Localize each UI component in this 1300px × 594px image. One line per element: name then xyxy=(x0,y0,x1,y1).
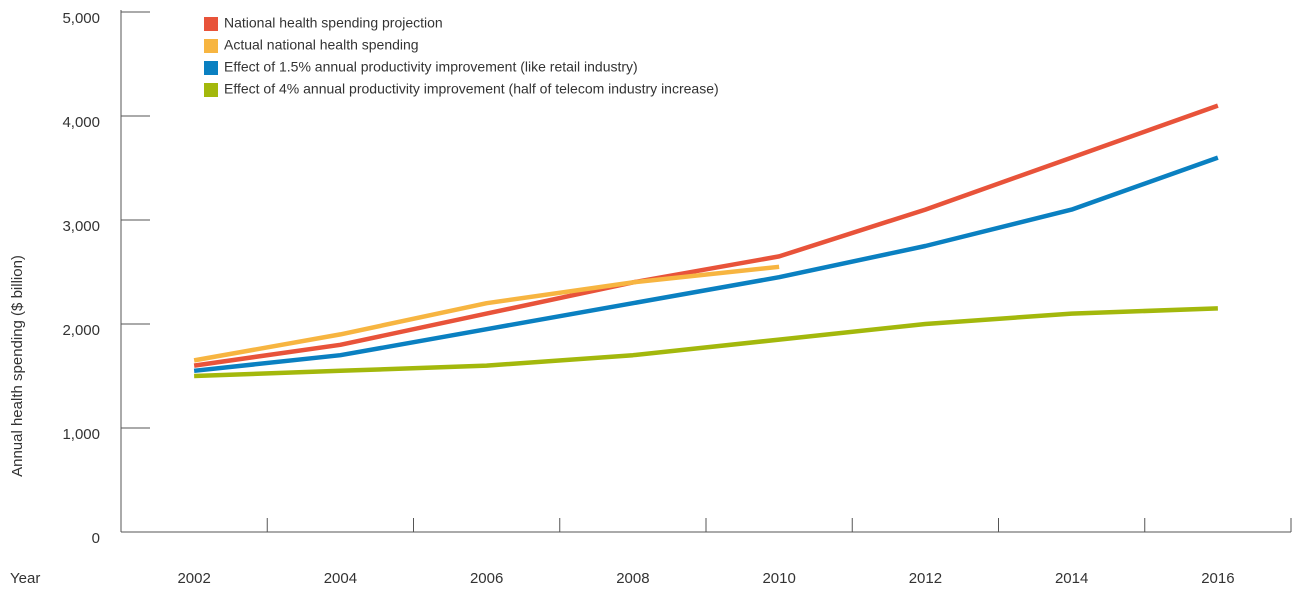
legend-label: Effect of 4% annual productivity improve… xyxy=(224,81,719,97)
series-line xyxy=(193,264,780,363)
legend-swatch xyxy=(204,17,218,31)
y-tick-label: 5,000 xyxy=(62,10,100,27)
legend-swatch xyxy=(204,61,218,75)
legend-swatch xyxy=(204,39,218,53)
legend-label: Effect of 1.5% annual productivity impro… xyxy=(224,59,638,75)
y-tick-label: 3,000 xyxy=(62,218,100,235)
x-axis-label: Year xyxy=(10,570,40,587)
x-tick-label: 2016 xyxy=(1201,570,1234,587)
x-tick-label: 2006 xyxy=(470,570,503,587)
y-tick-label: 4,000 xyxy=(62,114,100,131)
series-line xyxy=(193,103,1219,368)
x-tick-label: 2010 xyxy=(762,570,795,587)
x-tick-label: 2014 xyxy=(1055,570,1088,587)
x-tick-label: 2008 xyxy=(616,570,649,587)
y-tick-label: 2,000 xyxy=(62,322,100,339)
x-tick-label: 2012 xyxy=(909,570,942,587)
series-line xyxy=(193,155,1219,374)
legend-label: Actual national health spending xyxy=(224,37,419,53)
x-tick-label: 2002 xyxy=(177,570,210,587)
x-tick-label: 2004 xyxy=(324,570,357,587)
y-tick-label: 1,000 xyxy=(62,426,100,443)
y-tick-label: 0 xyxy=(92,530,100,547)
legend-label: National health spending projection xyxy=(224,15,443,31)
series-line xyxy=(194,306,1218,379)
y-axis-label: Annual health spending ($ billion) xyxy=(9,255,26,477)
legend-swatch xyxy=(204,83,218,97)
